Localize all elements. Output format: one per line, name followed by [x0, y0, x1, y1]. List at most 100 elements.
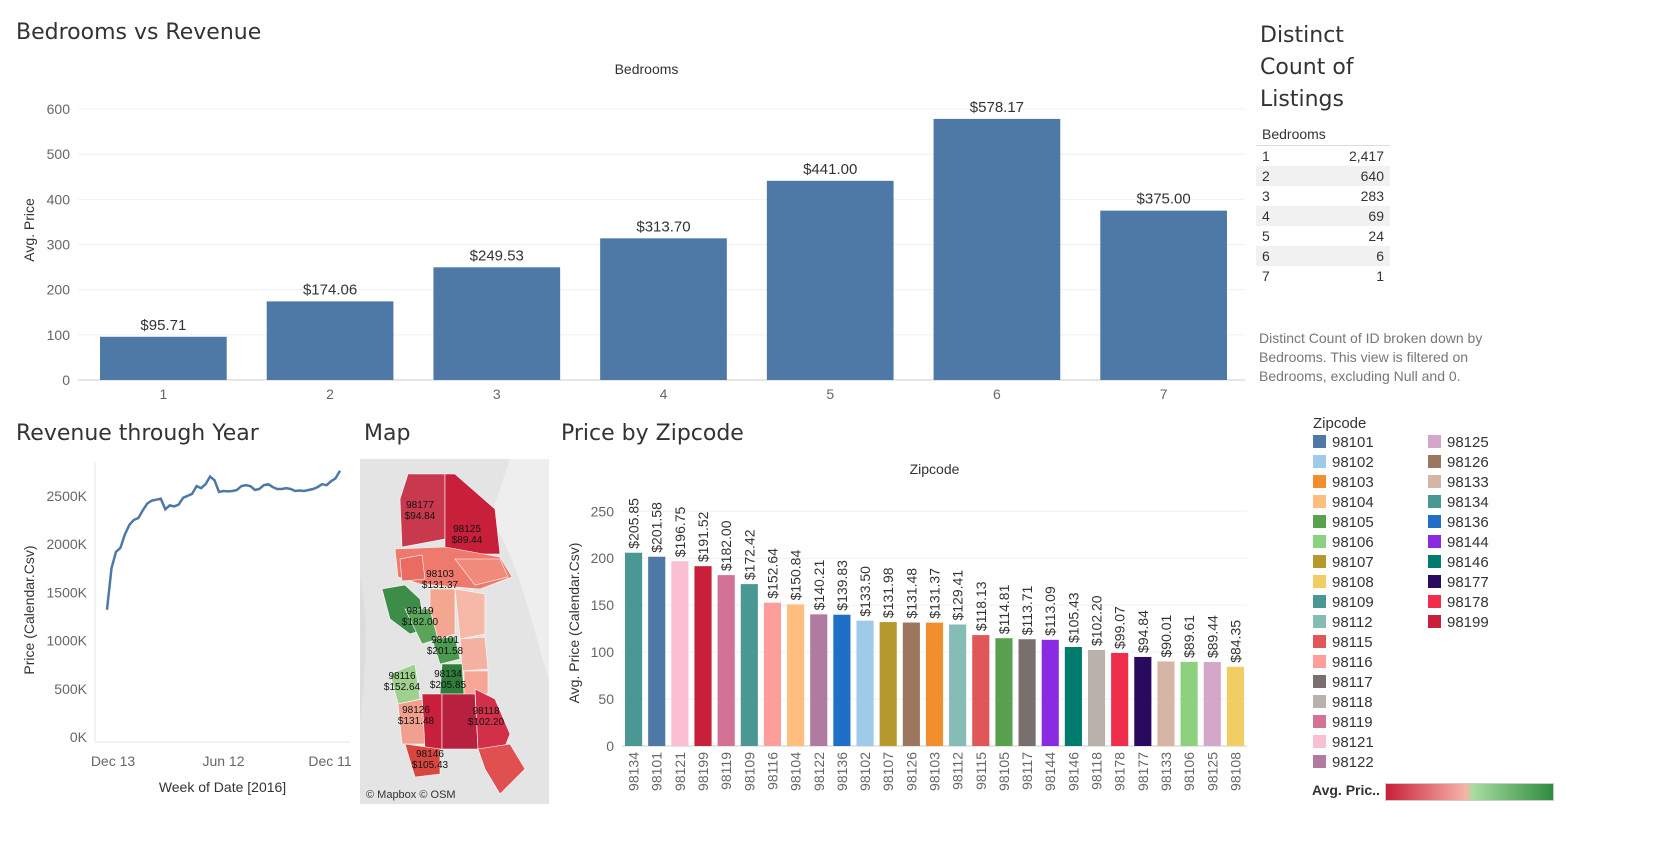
- legend-label: 98136: [1447, 514, 1489, 531]
- bar[interactable]: [648, 556, 666, 746]
- map-region-98109[interactable]: [429, 588, 456, 640]
- map-region-98122[interactable]: [459, 636, 489, 672]
- legend-item[interactable]: 98102: [1313, 454, 1374, 472]
- map-label-zip: 98125: [453, 524, 481, 535]
- legend-item[interactable]: 98126: [1428, 454, 1489, 472]
- table-row: 4 69: [1256, 206, 1390, 226]
- legend-label: 98146: [1447, 554, 1489, 571]
- distinct-count-note: Distinct Count of ID broken down by Bedr…: [1259, 330, 1483, 384]
- x-tick-label: 98101: [649, 752, 665, 791]
- revenue-line-chart: 0K 500K 1000K 1500K 2000K 2500K Dec 13 Jun 12 De…: [21, 462, 352, 795]
- bar[interactable]: [266, 301, 394, 380]
- bar[interactable]: [995, 638, 1013, 746]
- legend-item[interactable]: 98109: [1313, 594, 1374, 612]
- bar[interactable]: [787, 604, 805, 746]
- bar[interactable]: [1100, 210, 1227, 380]
- legend-item[interactable]: 98105: [1313, 514, 1374, 532]
- legend-item[interactable]: 98103: [1313, 474, 1374, 492]
- legend-item[interactable]: 98118: [1313, 694, 1373, 712]
- map-label-zip: 98146: [416, 749, 444, 760]
- x-tick-label: 98106: [1181, 752, 1197, 791]
- legend-item[interactable]: 98125: [1428, 434, 1489, 452]
- x-tick-label: 98117: [1019, 752, 1035, 790]
- revenue-line[interactable]: [105, 470, 342, 610]
- map-region-98116[interactable]: [389, 663, 421, 705]
- legend-item[interactable]: 98101: [1313, 434, 1374, 452]
- map-region-98101[interactable]: [431, 636, 461, 665]
- map-region-98125[interactable]: [444, 473, 501, 555]
- bar[interactable]: [600, 238, 727, 380]
- bar[interactable]: [1226, 666, 1244, 746]
- bar[interactable]: [1111, 652, 1129, 746]
- bar[interactable]: [1134, 656, 1152, 746]
- map-region-98107[interactable]: [399, 554, 426, 582]
- zipcode-legend[interactable]: 98101 98102 98103 98104 98105 98106 98107 98108…: [1313, 434, 1513, 774]
- bar[interactable]: [902, 622, 920, 746]
- map-attribution: © Mapbox © OSM: [366, 789, 456, 801]
- legend-swatch: [1313, 455, 1326, 468]
- bar-value-label: $191.52: [695, 511, 711, 562]
- map-region-98177[interactable]: [399, 473, 446, 548]
- legend-swatch: [1428, 595, 1441, 608]
- legend-item[interactable]: 98199: [1428, 614, 1489, 632]
- legend-item[interactable]: 98122: [1313, 754, 1374, 772]
- map-region-98144[interactable]: [463, 670, 489, 695]
- legend-item[interactable]: 98104: [1313, 494, 1374, 512]
- bar[interactable]: [1180, 661, 1198, 746]
- bar[interactable]: [433, 267, 561, 380]
- bar[interactable]: [933, 118, 1061, 381]
- legend-item[interactable]: 98106: [1313, 534, 1374, 552]
- zipcode-map[interactable]: 98177 $94.84 98125 $89.44 98103 $131.37 98119 $…: [360, 459, 549, 804]
- bar-value-label: $84.35: [1227, 620, 1243, 663]
- legend-swatch: [1313, 695, 1326, 708]
- bar[interactable]: [879, 622, 897, 746]
- bar[interactable]: [671, 561, 689, 746]
- bar[interactable]: [856, 620, 874, 746]
- legend-item[interactable]: 98112: [1313, 614, 1373, 632]
- legend-item[interactable]: 98116: [1313, 654, 1373, 672]
- bar[interactable]: [100, 336, 227, 380]
- bar[interactable]: [949, 624, 967, 746]
- bar-value-label: $313.70: [636, 218, 690, 235]
- bar[interactable]: [763, 602, 782, 746]
- legend-item[interactable]: 98144: [1428, 534, 1489, 552]
- legend-item[interactable]: 98178: [1428, 594, 1489, 612]
- legend-swatch: [1428, 535, 1441, 548]
- bar[interactable]: [1157, 661, 1175, 746]
- bar[interactable]: [740, 584, 758, 746]
- bar[interactable]: [766, 180, 894, 380]
- bar-value-label: $99.07: [1112, 606, 1128, 649]
- legend-item[interactable]: 98133: [1428, 474, 1489, 492]
- legend-item[interactable]: 98119: [1313, 714, 1373, 732]
- legend-item[interactable]: 98107: [1313, 554, 1374, 572]
- bar[interactable]: [810, 614, 828, 746]
- bar[interactable]: [925, 622, 944, 746]
- legend-item[interactable]: 98115: [1313, 634, 1373, 652]
- bar[interactable]: [833, 614, 851, 746]
- map-label-price: $89.44: [452, 535, 483, 546]
- bar-value-label: $152.64: [764, 548, 780, 599]
- legend-item[interactable]: 98108: [1313, 574, 1374, 592]
- legend-item[interactable]: 98134: [1428, 494, 1489, 512]
- bar[interactable]: [625, 552, 643, 746]
- bar[interactable]: [717, 575, 735, 746]
- legend-item[interactable]: 98146: [1428, 554, 1489, 572]
- map-region-98146[interactable]: [404, 743, 441, 778]
- avg-price-legend-label: Avg. Pric..: [1312, 782, 1380, 798]
- bar[interactable]: [694, 566, 712, 746]
- map-canvas[interactable]: 98177$94.8498125$89.4498103$131.3798119$…: [360, 459, 549, 804]
- legend-item[interactable]: 98136: [1428, 514, 1489, 532]
- map-region-98115[interactable]: [454, 558, 509, 586]
- bar[interactable]: [1018, 639, 1036, 746]
- legend-item[interactable]: 98121: [1313, 734, 1374, 752]
- bar[interactable]: [1203, 662, 1221, 746]
- bar[interactable]: [1064, 647, 1082, 746]
- legend-item[interactable]: 98177: [1428, 574, 1489, 592]
- bar[interactable]: [1041, 639, 1059, 746]
- bar[interactable]: [1087, 650, 1106, 746]
- map-region-98178[interactable]: [477, 743, 526, 795]
- map-region-98112[interactable]: [454, 588, 486, 640]
- x-tick-label: 3: [493, 386, 501, 402]
- bar[interactable]: [972, 635, 990, 746]
- legend-item[interactable]: 98117: [1313, 674, 1373, 692]
